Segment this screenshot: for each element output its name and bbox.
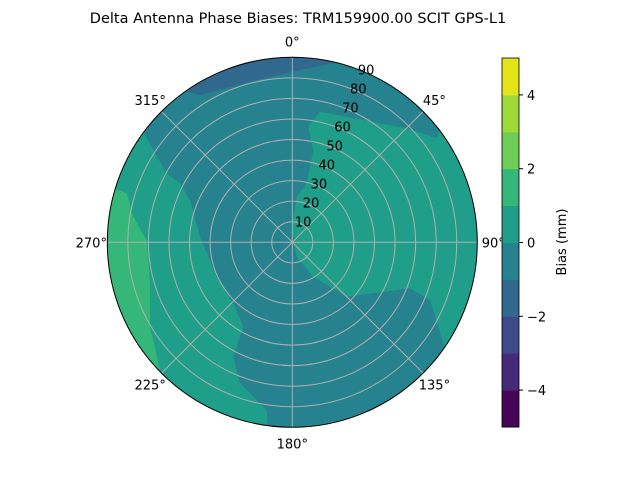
grid-spoke	[291, 111, 424, 243]
angle-tick-label: 180°	[277, 437, 308, 452]
radial-tick-label: 60	[334, 120, 351, 135]
colorbar-tick-label: −4	[527, 384, 546, 399]
angle-tick-label: 45°	[423, 94, 446, 109]
colorbar-band	[502, 131, 519, 170]
colorbar-band	[502, 205, 519, 243]
colorbar-band	[502, 316, 519, 354]
radial-tick-label: 20	[303, 196, 320, 211]
colorbar: −4 −2 0 2 4	[501, 57, 546, 428]
radial-tick-label: 70	[342, 101, 359, 116]
angle-tick-label: 315°	[135, 94, 166, 109]
angle-tick-label: 225°	[135, 378, 166, 393]
colorbar-label: Bias (mm)	[555, 209, 570, 276]
grid-spoke	[291, 241, 424, 374]
radial-tick-label: 50	[326, 139, 343, 154]
radial-tick-label: 30	[311, 177, 328, 192]
angle-tick-label: 270°	[76, 236, 107, 251]
colorbar-tick-label: 4	[527, 89, 535, 104]
angle-tick-label: 135°	[419, 378, 450, 393]
radial-tick-label: 90	[358, 63, 375, 78]
colorbar-tick-label: −2	[527, 310, 546, 325]
angle-tick-label: 90°	[482, 236, 505, 251]
colorbar-band	[502, 279, 519, 317]
radial-tick-label: 80	[350, 82, 367, 97]
polar-frame	[106, 56, 478, 428]
radial-tick-label: 10	[295, 215, 312, 230]
chart-title: Delta Antenna Phase Biases: TRM159900.00…	[90, 11, 506, 27]
radial-tick-label: 40	[318, 158, 335, 173]
colorbar-band	[502, 390, 519, 428]
polar-grid	[107, 57, 478, 428]
colorbar-band	[502, 242, 519, 280]
colorbar-band	[502, 353, 519, 391]
colorbar-band	[502, 58, 519, 96]
grid-spoke	[161, 111, 293, 243]
colorbar-tick-label: 2	[527, 163, 535, 178]
colorbar-tick-label: 0	[527, 237, 535, 252]
colorbar-band	[502, 94, 519, 133]
colorbar-band	[502, 168, 519, 207]
angle-tick-label: 0°	[285, 35, 300, 50]
grid-spoke	[161, 241, 293, 374]
